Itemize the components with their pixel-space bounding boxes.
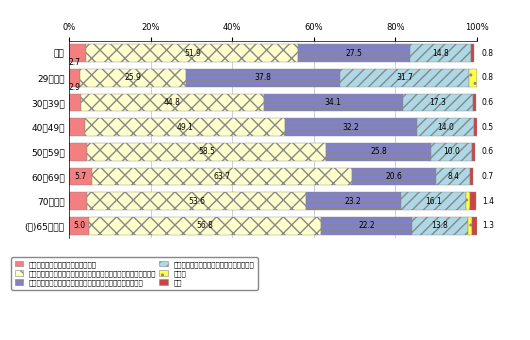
Bar	[86, 44, 298, 62]
Bar	[69, 118, 85, 136]
Bar	[92, 168, 352, 185]
Bar	[69, 143, 87, 160]
Bar	[89, 217, 321, 235]
Bar	[417, 118, 474, 136]
Bar	[69, 44, 86, 62]
Text: 32.2: 32.2	[342, 123, 359, 132]
Text: 49.1: 49.1	[176, 123, 193, 132]
Bar	[473, 94, 476, 111]
Bar	[69, 168, 92, 185]
Bar	[472, 217, 478, 235]
Bar	[81, 94, 263, 111]
Bar	[69, 217, 89, 235]
Text: 23.2: 23.2	[345, 197, 361, 205]
Bar	[69, 192, 87, 210]
Text: 44.8: 44.8	[164, 98, 181, 107]
Text: 0.6: 0.6	[482, 147, 494, 156]
Bar	[69, 164, 477, 189]
Text: 22.2: 22.2	[358, 221, 375, 230]
Text: 14.0: 14.0	[437, 123, 454, 132]
Bar	[401, 192, 466, 210]
Bar	[69, 94, 81, 111]
Text: 63.7: 63.7	[214, 172, 231, 181]
Text: 14.8: 14.8	[432, 49, 449, 57]
Bar	[298, 44, 410, 62]
Text: 34.1: 34.1	[325, 98, 341, 107]
Bar	[306, 192, 401, 210]
Bar	[321, 217, 412, 235]
Text: 53.6: 53.6	[188, 197, 205, 205]
Bar	[468, 217, 472, 235]
Bar	[285, 118, 417, 136]
Text: 2.9: 2.9	[69, 83, 81, 92]
Bar	[472, 143, 474, 160]
Bar	[469, 69, 478, 87]
Bar	[340, 69, 469, 87]
Text: 5.0: 5.0	[73, 221, 85, 230]
Bar	[403, 94, 473, 111]
Bar	[69, 41, 477, 65]
Bar	[69, 189, 477, 214]
Text: 25.8: 25.8	[370, 147, 387, 156]
Text: 56.8: 56.8	[197, 221, 214, 230]
Bar	[263, 94, 403, 111]
Text: 2.7: 2.7	[68, 58, 81, 67]
Bar	[412, 217, 468, 235]
Bar	[352, 168, 436, 185]
Text: 5.7: 5.7	[75, 172, 86, 181]
Bar	[466, 192, 471, 210]
Bar	[69, 115, 477, 139]
Legend: 積極的にそれらの情報を集めている, その様な情報を見かけた時には、興味を持って見るようにしている, あまり興味はないが、時々その様な情報に接することはある, ほ: 積極的にそれらの情報を集めている, その様な情報を見かけた時には、興味を持って見…	[11, 257, 258, 290]
Text: 10.0: 10.0	[443, 147, 460, 156]
Text: 25.9: 25.9	[125, 73, 141, 82]
Text: 0.8: 0.8	[482, 49, 494, 57]
Bar	[186, 69, 340, 87]
Bar	[87, 192, 306, 210]
Text: 0.8: 0.8	[482, 73, 494, 82]
Bar	[478, 69, 481, 87]
Bar	[436, 168, 471, 185]
Bar	[431, 143, 472, 160]
Text: 0.6: 0.6	[482, 98, 494, 107]
Text: 8.4: 8.4	[447, 172, 460, 181]
Text: 16.1: 16.1	[425, 197, 442, 205]
Bar	[69, 214, 477, 238]
Bar	[474, 118, 478, 136]
Text: 0.7: 0.7	[482, 172, 494, 181]
Bar	[69, 90, 477, 115]
Text: 13.8: 13.8	[431, 221, 448, 230]
Text: 58.5: 58.5	[198, 147, 215, 156]
Bar	[471, 44, 474, 62]
Text: 20.6: 20.6	[386, 172, 403, 181]
Text: 31.7: 31.7	[396, 73, 413, 82]
Bar	[69, 69, 80, 87]
Text: 51.9: 51.9	[184, 49, 201, 57]
Text: 0.5: 0.5	[482, 123, 494, 132]
Text: 1.4: 1.4	[482, 197, 494, 205]
Bar	[471, 168, 473, 185]
Bar	[80, 69, 186, 87]
Text: 1.3: 1.3	[482, 221, 494, 230]
Text: 37.8: 37.8	[254, 73, 271, 82]
Text: 27.5: 27.5	[346, 49, 363, 57]
Text: 17.3: 17.3	[430, 98, 446, 107]
Bar	[410, 44, 471, 62]
Bar	[326, 143, 431, 160]
Bar	[471, 192, 476, 210]
Bar	[87, 143, 326, 160]
Bar	[85, 118, 285, 136]
Bar	[69, 66, 477, 90]
Bar	[69, 139, 477, 164]
